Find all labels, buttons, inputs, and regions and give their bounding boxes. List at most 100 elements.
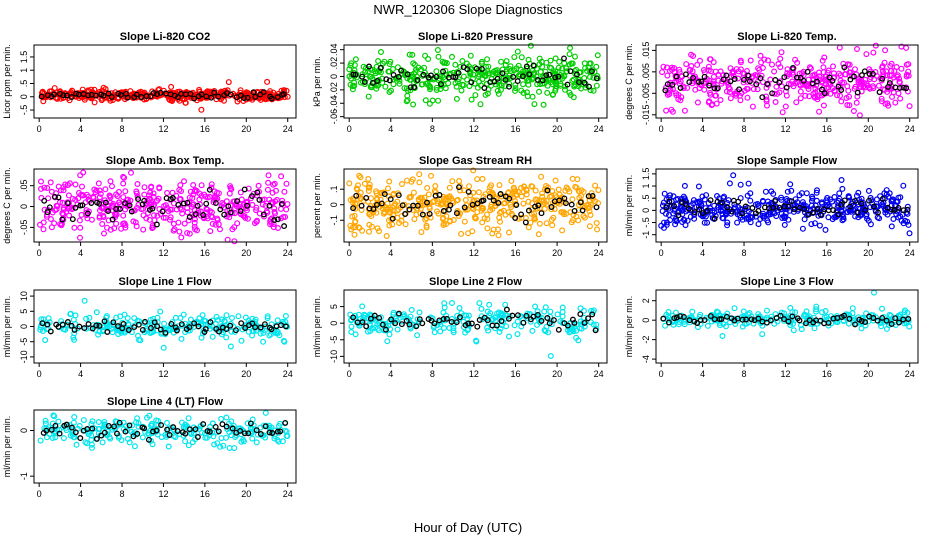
x-tick-label: 12 — [158, 248, 168, 258]
data-point — [472, 215, 479, 222]
data-point — [695, 183, 702, 190]
summary-point — [879, 75, 886, 82]
data-point — [543, 220, 550, 227]
summary-point — [772, 77, 779, 83]
data-point — [672, 309, 679, 316]
data-point — [704, 322, 711, 329]
summary-point — [59, 216, 66, 223]
data-point — [422, 216, 429, 223]
data-point — [903, 44, 910, 51]
y-tick-label: 0 — [19, 94, 29, 99]
data-point — [523, 187, 530, 194]
data-point — [57, 221, 64, 228]
data-point — [549, 222, 556, 229]
data-point — [837, 77, 844, 84]
summary-point — [55, 194, 62, 201]
summary-point — [200, 421, 207, 428]
data-point — [569, 175, 576, 182]
data-point — [770, 190, 777, 197]
data-point — [242, 322, 249, 329]
summary-point — [47, 328, 54, 335]
data-point — [822, 308, 829, 315]
data-point — [185, 442, 192, 449]
data-point — [747, 57, 754, 64]
data-point — [462, 197, 469, 204]
data-point — [100, 230, 107, 237]
data-point — [554, 311, 561, 318]
summary-point — [173, 327, 180, 334]
data-point — [593, 82, 600, 89]
summary-point — [242, 325, 249, 331]
data-point — [745, 180, 752, 187]
summary-point — [484, 317, 491, 324]
data-point — [870, 289, 877, 296]
data-point — [544, 89, 551, 96]
x-tick-label: 12 — [158, 369, 168, 379]
summary-point — [727, 78, 734, 85]
data-point — [88, 432, 95, 439]
data-point — [449, 300, 456, 307]
plot-frame — [33, 168, 297, 243]
summary-point — [686, 79, 693, 86]
data-point — [182, 438, 189, 445]
summary-point — [111, 423, 118, 430]
data-point — [130, 218, 137, 225]
summary-point — [252, 324, 259, 331]
data-point — [189, 195, 196, 202]
data-point — [407, 193, 414, 200]
summary-point — [370, 206, 377, 213]
data-point — [478, 207, 485, 214]
data-point — [106, 193, 113, 200]
summary-point — [56, 430, 63, 437]
data-point — [872, 42, 879, 49]
summary-point — [184, 199, 191, 206]
summary-point — [85, 321, 92, 328]
summary-point — [499, 70, 506, 77]
summary-point — [711, 85, 718, 92]
summary-point — [277, 428, 284, 435]
summary-point — [785, 203, 792, 210]
summary-point — [742, 203, 749, 210]
data-point — [507, 201, 514, 208]
data-point — [532, 196, 539, 203]
data-point — [676, 319, 683, 326]
summary-point — [438, 81, 444, 88]
data-point — [240, 436, 247, 443]
summary-point — [870, 70, 876, 77]
x-tick-label: 16 — [200, 369, 210, 379]
summary-point — [395, 310, 402, 317]
summary-point — [440, 316, 447, 322]
data-point — [532, 303, 539, 310]
data-point — [429, 97, 436, 104]
data-point — [279, 438, 286, 445]
x-tick-label: 16 — [822, 369, 832, 379]
data-point — [559, 304, 566, 311]
data-point — [378, 48, 385, 55]
data-point — [196, 315, 203, 322]
data-point — [361, 180, 368, 187]
x-tick-label: 20 — [863, 124, 873, 134]
data-point — [359, 303, 366, 310]
panel-3: Slope Li-820 Temp.degrees C per min.0 4 8 1… — [624, 31, 919, 134]
panel-title: Slope Line 2 Flow — [429, 276, 522, 288]
summary-points — [350, 55, 600, 91]
data-point — [76, 234, 83, 241]
summary-point — [202, 326, 209, 333]
x-tick-label: 4 — [700, 248, 705, 258]
data-point — [552, 85, 559, 92]
data-point — [282, 313, 289, 320]
summary-point — [593, 75, 600, 82]
summary-point — [72, 204, 79, 211]
data-point — [274, 317, 281, 324]
y-tick-label: 0 — [641, 208, 651, 213]
data-point — [764, 57, 771, 64]
summary-point — [514, 312, 521, 319]
summary-point — [157, 326, 164, 333]
data-point — [382, 83, 389, 90]
summary-point — [764, 81, 771, 87]
summary-point — [241, 186, 248, 193]
data-point — [772, 98, 779, 105]
summary-point — [225, 203, 232, 210]
data-point — [594, 52, 601, 59]
data-point — [478, 305, 485, 312]
